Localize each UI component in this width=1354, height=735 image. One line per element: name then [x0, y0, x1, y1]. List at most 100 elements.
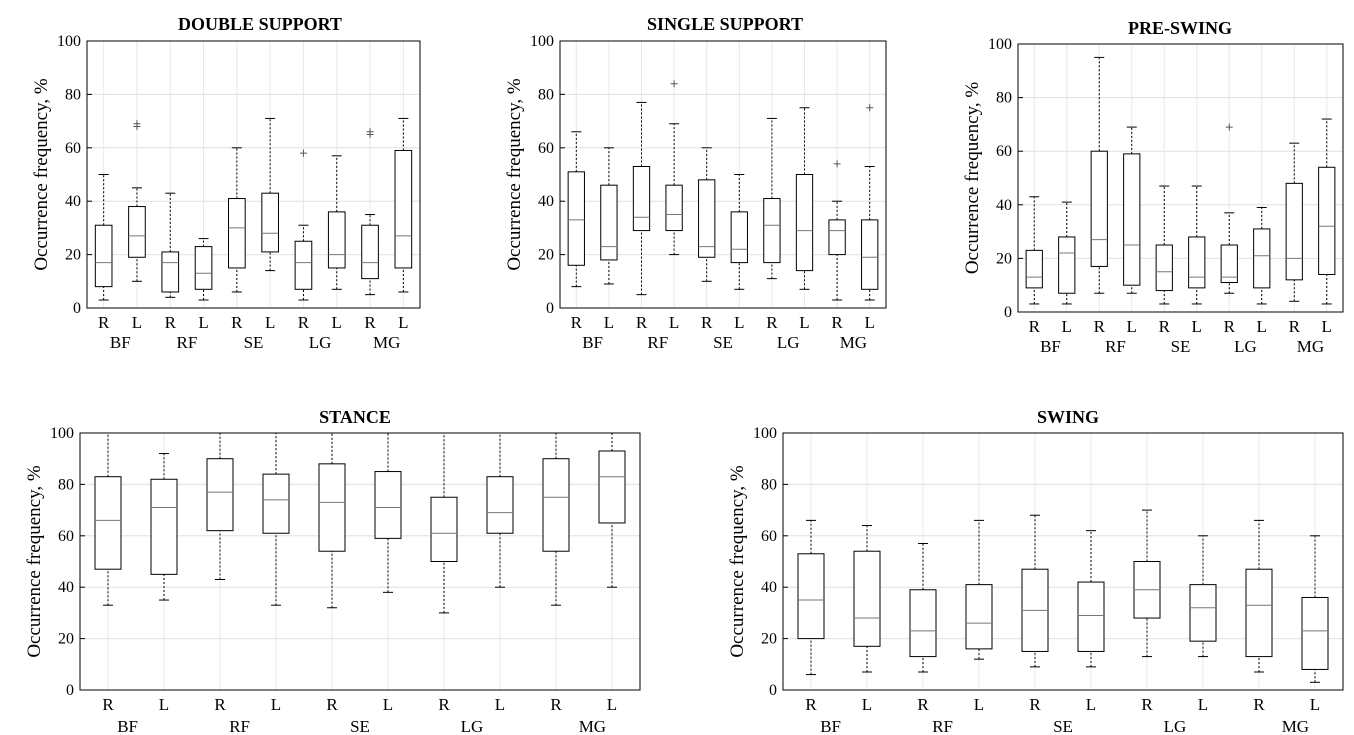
x-category-label: L: [1192, 317, 1202, 336]
x-group-label: MG: [579, 717, 606, 735]
box-iqr: [374, 471, 402, 539]
x-group-label: MG: [840, 333, 867, 352]
x-category-label: L: [607, 695, 617, 714]
y-tick-label: 80: [65, 86, 81, 103]
x-group-label: MG: [1297, 337, 1324, 356]
y-tick-label: 0: [73, 300, 81, 317]
box-iqr: [1188, 236, 1206, 289]
box-iqr: [1318, 166, 1336, 275]
x-category-label: R: [571, 313, 583, 332]
y-axis-label: Occurrence frequency, %: [504, 78, 525, 271]
x-category-label: L: [799, 313, 809, 332]
box-plot: [327, 155, 346, 290]
y-tick-label: 40: [761, 579, 777, 596]
x-category-label: L: [332, 313, 342, 332]
box-iqr: [600, 184, 618, 261]
box-plot: [194, 238, 213, 301]
chart-panel-3: 0 20 40 60 80 100 PRE-SWING Occurrence frequenc…: [962, 18, 1344, 356]
y-tick-label: 20: [538, 247, 554, 264]
plot-frame: [559, 40, 887, 309]
x-group-label: LG: [1234, 337, 1257, 356]
box-plot: [1021, 514, 1049, 668]
box-iqr: [294, 240, 313, 290]
box-iqr: [797, 553, 825, 640]
chart-panel-4: 0 20 40 60 80 100 STANCE Occurrence frequency, …: [24, 407, 641, 735]
x-group-label: SE: [713, 333, 733, 352]
x-category-label: L: [132, 313, 142, 332]
y-tick-label: 20: [996, 250, 1012, 267]
x-group-label: RF: [177, 333, 198, 352]
x-group-label: BF: [1040, 337, 1061, 356]
box-iqr: [94, 224, 113, 288]
box-plot: [1245, 519, 1273, 673]
x-group-label: SE: [350, 717, 370, 735]
y-tick-label: 0: [769, 682, 777, 699]
box-plot: [94, 432, 122, 606]
outlier-marker: [833, 160, 841, 168]
x-category-label: R: [364, 313, 376, 332]
box-iqr: [361, 224, 379, 280]
box-iqr: [828, 219, 846, 256]
x-category-label: R: [636, 313, 648, 332]
box-iqr: [206, 458, 234, 532]
box-plot: [600, 147, 618, 285]
box-plot: [542, 432, 570, 606]
x-category-label: R: [1289, 317, 1301, 336]
y-axis-label: Occurrence frequency, %: [31, 78, 52, 271]
box-plot: [1058, 201, 1076, 305]
plot-frame: [1017, 43, 1344, 313]
box-plot: [1025, 196, 1043, 305]
y-tick-label: 20: [58, 631, 74, 648]
box-plot: [861, 104, 879, 301]
y-tick-label: 60: [65, 140, 81, 157]
y-tick-label: 0: [546, 300, 554, 317]
x-group-label: SE: [1171, 337, 1191, 356]
box-iqr: [318, 463, 346, 552]
x-group-label: RF: [1105, 337, 1126, 356]
x-group-label: RF: [647, 333, 668, 352]
chart-title: STANCE: [319, 407, 391, 427]
plot-frame: [79, 432, 641, 691]
x-group-label: RF: [932, 717, 953, 735]
x-category-label: L: [1062, 317, 1072, 336]
y-axis-label: Occurrence frequency, %: [962, 82, 983, 275]
box-iqr: [1301, 596, 1329, 670]
y-tick-label: 60: [58, 528, 74, 545]
y-tick-label: 40: [996, 197, 1012, 214]
y-tick-label: 60: [538, 140, 554, 157]
box-iqr: [1189, 584, 1217, 642]
y-tick-label: 80: [761, 476, 777, 493]
box-plot: [394, 117, 413, 293]
y-tick-label: 100: [50, 425, 74, 442]
box-iqr: [861, 219, 879, 290]
box-plot: [632, 101, 651, 296]
y-tick-label: 100: [753, 425, 777, 442]
x-category-label: R: [298, 313, 310, 332]
plot-frame: [86, 40, 421, 309]
x-category-label: L: [1310, 695, 1320, 714]
y-tick-label: 20: [761, 631, 777, 648]
box-iqr: [698, 179, 716, 258]
box-plot: [853, 525, 881, 673]
x-category-label: R: [831, 313, 843, 332]
box-plot: [262, 432, 290, 606]
box-iqr: [430, 496, 458, 562]
box-plot: [1077, 530, 1105, 668]
box-iqr: [1285, 182, 1303, 281]
x-group-label: BF: [820, 717, 841, 735]
y-tick-label: 100: [57, 33, 81, 50]
box-iqr: [228, 198, 246, 269]
x-category-label: R: [805, 695, 817, 714]
box-iqr: [94, 476, 122, 570]
chart-title: SWING: [1037, 407, 1099, 427]
x-category-label: R: [1159, 317, 1171, 336]
plot-frame: [782, 432, 1344, 691]
box-iqr: [394, 149, 413, 269]
box-plot: [730, 174, 748, 290]
box-iqr: [542, 458, 570, 552]
box-plot: [567, 131, 585, 288]
x-group-label: LG: [461, 717, 484, 735]
box-plot: [128, 120, 146, 282]
x-group-label: LG: [777, 333, 800, 352]
x-category-label: R: [701, 313, 713, 332]
